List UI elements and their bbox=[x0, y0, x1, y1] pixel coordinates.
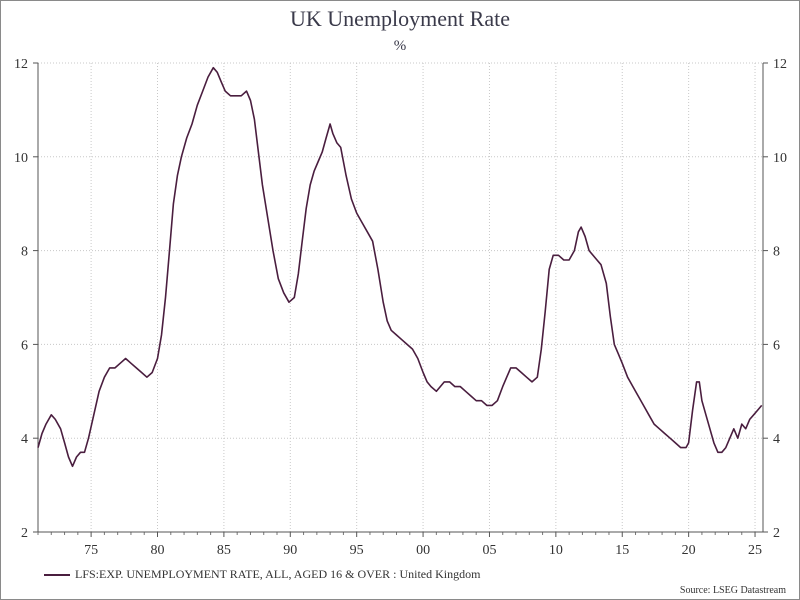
x-tick-label: 80 bbox=[151, 543, 165, 558]
source-note: Source: LSEG Datastream bbox=[679, 585, 786, 596]
y-tick-label-left: 10 bbox=[14, 151, 28, 166]
y-tick-label-right: 10 bbox=[773, 151, 787, 166]
x-tick-label: 10 bbox=[549, 543, 563, 558]
y-tick-label-left: 8 bbox=[21, 245, 28, 260]
axis-layer: 2 2 4 4 6 6 8 8 10 10 12 12 75 80 85 90 95 00 05 10 15 20 25 bbox=[14, 57, 787, 558]
x-tick-label: 90 bbox=[283, 543, 297, 558]
x-tick-label: 20 bbox=[682, 543, 696, 558]
legend: LFS:EXP. UNEMPLOYMENT RATE, ALL, AGED 16… bbox=[44, 567, 480, 582]
x-tick-label: 15 bbox=[615, 543, 629, 558]
y-tick-label-right: 4 bbox=[773, 432, 780, 447]
x-tick-label: 85 bbox=[217, 543, 231, 558]
x-tick-label: 95 bbox=[350, 543, 364, 558]
y-tick-label-left: 4 bbox=[21, 432, 28, 447]
y-tick-label-left: 2 bbox=[21, 526, 28, 541]
y-tick-label-right: 2 bbox=[773, 526, 780, 541]
x-tick-label: 75 bbox=[84, 543, 98, 558]
chart-subtitle: % bbox=[393, 38, 407, 54]
legend-swatch bbox=[44, 573, 70, 576]
chart-title: UK Unemployment Rate bbox=[290, 6, 510, 31]
x-tick-label: 00 bbox=[416, 543, 430, 558]
y-tick-label-right: 12 bbox=[773, 57, 787, 72]
y-tick-label-left: 12 bbox=[14, 57, 28, 72]
series-layer bbox=[37, 66, 763, 468]
x-tick-label: 25 bbox=[748, 543, 762, 558]
grid-layer bbox=[38, 62, 763, 532]
y-tick-label-right: 8 bbox=[773, 245, 780, 260]
y-tick-label-left: 6 bbox=[21, 338, 28, 353]
series-line bbox=[37, 66, 763, 468]
legend-label: LFS:EXP. UNEMPLOYMENT RATE, ALL, AGED 16… bbox=[75, 567, 481, 581]
x-tick-label: 05 bbox=[482, 543, 496, 558]
y-tick-label-right: 6 bbox=[773, 338, 780, 353]
